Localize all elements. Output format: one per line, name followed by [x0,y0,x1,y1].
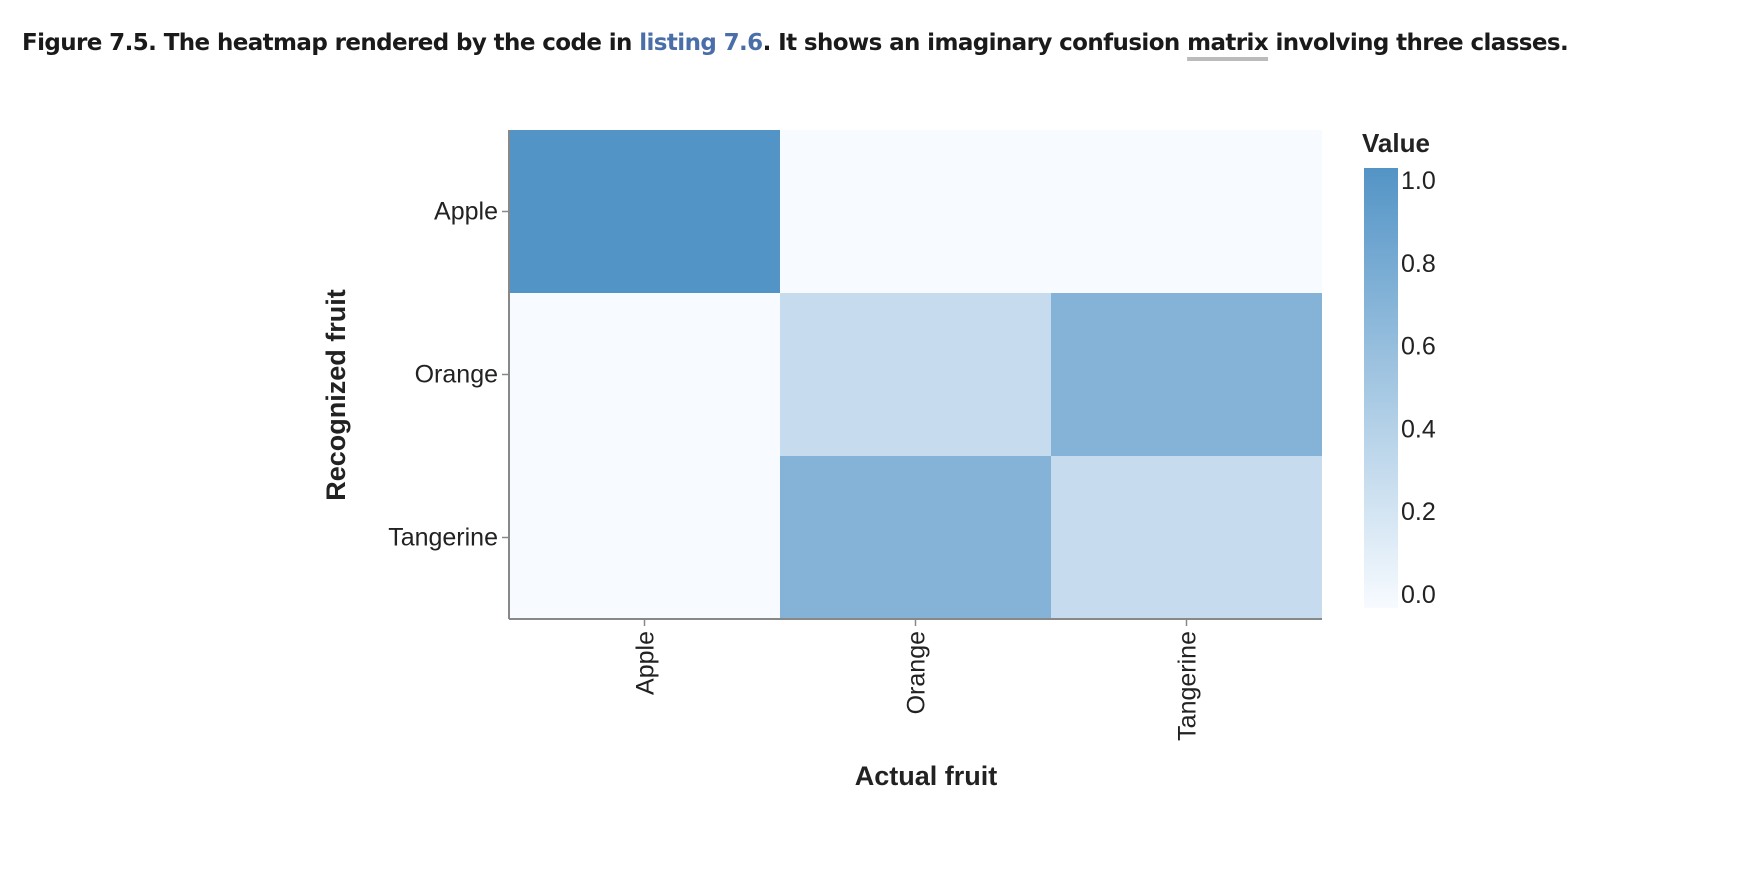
caption-text-after-link: . It shows an imaginary confusion [762,30,1181,56]
legend-color-bar [1364,168,1398,608]
heatmap-cell-tangerine-apple [509,456,780,619]
legend-tick-label-1-0: 1.0 [1401,167,1436,195]
figure-caption: Figure 7.5. The heatmap rendered by the … [22,30,1742,56]
x-tick-label-orange: Orange [903,631,931,714]
legend-tick-label-0-6: 0.6 [1401,333,1436,361]
y-tick-label-apple: Apple [434,198,498,226]
heatmap-cell-orange-tangerine [1051,293,1322,456]
caption-text-before-link: The heatmap rendered by the code in [163,30,633,56]
heatmap-axes: Apple Orange Tangerine Apple Orange Tangerine [388,130,1322,741]
x-axis-title: Actual fruit [855,761,998,791]
y-tick-label-orange: Orange [415,361,498,389]
legend-title: Value [1362,128,1430,158]
legend-tick-label-0-8: 0.8 [1401,250,1436,278]
color-legend: Value 1.0 0.8 0.6 0.4 0.2 0.0 [1362,128,1436,609]
caption-text-end: involving three classes. [1275,30,1569,56]
legend-tick-label-0-2: 0.2 [1401,498,1436,526]
heatmap-cells [509,130,1322,619]
x-tick-label-apple: Apple [632,631,660,695]
heatmap-cell-tangerine-tangerine [1051,456,1322,619]
legend-tick-label-0-4: 0.4 [1401,415,1436,443]
x-tick-label-tangerine: Tangerine [1174,631,1202,741]
y-tick-label-tangerine: Tangerine [388,524,498,552]
heatmap-cell-orange-apple [509,293,780,456]
heatmap-cell-tangerine-orange [780,456,1051,619]
listing-link[interactable]: listing 7.6 [639,30,763,56]
legend-tick-label-0-0: 0.0 [1401,581,1436,609]
y-axis-title: Recognized fruit [321,289,351,501]
heatmap-cell-apple-apple [509,130,780,293]
heatmap-cell-orange-orange [780,293,1051,456]
heatmap-cell-apple-tangerine [1051,130,1322,293]
figure-label: Figure 7.5. [22,30,157,56]
heatmap-cell-apple-orange [780,130,1051,293]
matrix-term[interactable]: matrix [1187,30,1269,56]
